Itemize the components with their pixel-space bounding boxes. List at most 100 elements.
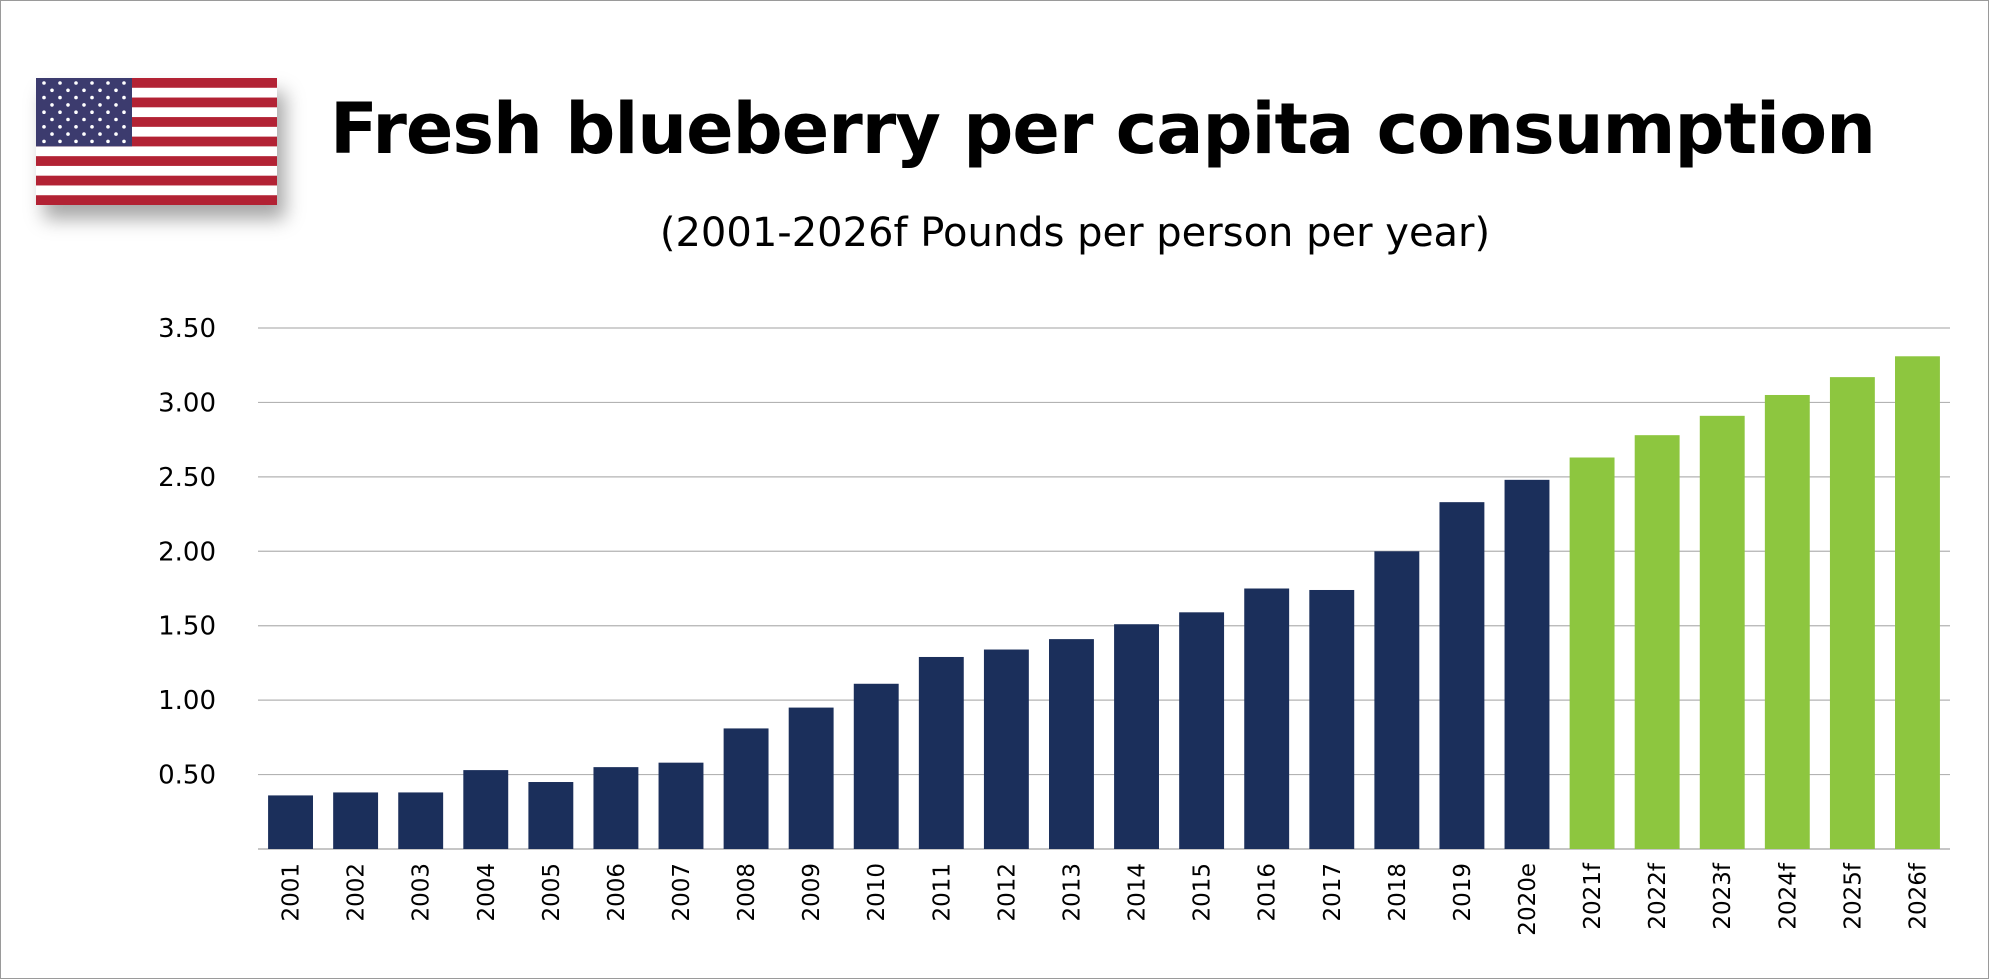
bar-2012 — [983, 649, 1029, 849]
bar-2011 — [918, 656, 964, 849]
bar-2014 — [1114, 624, 1159, 849]
flag-star — [50, 103, 54, 107]
bar-2005 — [528, 782, 574, 849]
x-tick-label: 2012 — [994, 863, 1020, 922]
flag-star — [82, 117, 86, 122]
bar-2001 — [268, 795, 313, 849]
flag-star — [50, 117, 54, 122]
y-tick-label: 3.00 — [158, 388, 216, 418]
bar-2021f — [1569, 457, 1615, 849]
flag-star — [74, 81, 78, 85]
flag-star — [106, 81, 110, 85]
x-tick-label: 2001 — [279, 863, 305, 922]
x-tick-label: 2022f — [1645, 862, 1671, 930]
flag-star — [58, 95, 62, 100]
flag-stripe — [36, 78, 277, 88]
bar-2023f — [1699, 415, 1745, 849]
flag-star — [58, 81, 62, 85]
x-tick-label: 2017 — [1320, 863, 1346, 922]
flag-star — [98, 132, 102, 136]
x-tick-label: 2011 — [929, 863, 955, 922]
y-tick-label: 1.00 — [158, 686, 216, 716]
flag-star — [66, 88, 70, 93]
x-tick-label: 2004 — [474, 863, 500, 922]
flag-star — [114, 88, 118, 93]
x-tick-label: 2007 — [669, 863, 695, 922]
flag-star — [122, 95, 126, 100]
flag-star — [82, 88, 86, 93]
flag-star — [50, 88, 54, 93]
x-tick-label: 2026f — [1905, 862, 1931, 930]
flag-star — [106, 95, 110, 100]
bar-2009 — [788, 707, 834, 849]
x-tick-label: 2010 — [864, 863, 890, 922]
bar-2002 — [333, 792, 379, 849]
flag-star — [82, 103, 86, 107]
flag-star — [42, 110, 46, 114]
bar-2008 — [723, 728, 769, 849]
flag-star — [66, 117, 70, 122]
flag-star — [122, 110, 126, 114]
bar-2024f — [1764, 394, 1810, 849]
flag-star — [82, 132, 86, 136]
flag-star — [106, 139, 110, 144]
y-tick-label: 2.50 — [158, 463, 216, 493]
flag-star — [122, 124, 126, 129]
flag-star — [74, 124, 78, 129]
x-tick-label: 2018 — [1385, 863, 1411, 922]
flag-star — [66, 132, 70, 136]
flag-star — [90, 81, 94, 85]
flag-star — [74, 95, 78, 100]
flag-star — [42, 124, 46, 129]
flag-star — [98, 103, 102, 107]
bar-2018 — [1374, 551, 1420, 849]
bar-2003 — [398, 792, 444, 849]
y-tick-label: 3.50 — [158, 314, 216, 344]
bar-2025f — [1829, 377, 1875, 849]
bar-2004 — [463, 770, 509, 849]
bar-2020e — [1504, 479, 1550, 849]
flag-stripe — [36, 175, 277, 186]
bar-2006 — [593, 767, 639, 849]
x-tick-label: 2006 — [604, 863, 630, 922]
flag-stripe — [36, 117, 277, 127]
flag-star — [106, 124, 110, 129]
flag-stripe — [36, 195, 277, 205]
y-tick-label: 0.50 — [158, 761, 216, 791]
chart-subtitle: (2001-2026f Pounds per person per year) — [659, 210, 1491, 256]
x-tick-label: 2021f — [1580, 862, 1606, 930]
y-tick-label: 2.00 — [158, 537, 216, 567]
bar-2017 — [1309, 589, 1355, 849]
bar-2013 — [1049, 639, 1094, 849]
flag-star — [66, 103, 70, 107]
x-tick-label: 2023f — [1710, 862, 1736, 930]
flag-star — [98, 117, 102, 122]
x-tick-label: 2005 — [539, 863, 565, 922]
flag-star — [98, 88, 102, 93]
bar-2022f — [1634, 435, 1680, 849]
x-tick-label: 2008 — [734, 863, 760, 922]
flag-stripe — [36, 136, 277, 147]
y-tick-label: 1.50 — [158, 612, 216, 642]
flag-star — [114, 117, 118, 122]
us-flag-icon — [36, 78, 277, 205]
flag-star — [106, 110, 110, 114]
bar-2007 — [658, 762, 704, 849]
flag-star — [114, 103, 118, 107]
flag-star — [90, 110, 94, 114]
flag-star — [114, 132, 118, 136]
x-tick-label: 2025f — [1840, 862, 1866, 930]
x-tick-label: 2009 — [799, 863, 825, 922]
chart-title: Fresh blueberry per capita consumption — [330, 88, 1876, 170]
flag-star — [74, 110, 78, 114]
flag-star — [122, 81, 126, 85]
flag-star — [122, 139, 126, 144]
x-tick-label: 2020e — [1515, 863, 1541, 936]
bar-2010 — [853, 683, 899, 849]
flag-star — [58, 110, 62, 114]
flag-star — [74, 139, 78, 144]
x-tick-label: 2002 — [344, 863, 370, 922]
x-tick-label: 2016 — [1255, 863, 1281, 922]
flag-star — [42, 81, 46, 85]
